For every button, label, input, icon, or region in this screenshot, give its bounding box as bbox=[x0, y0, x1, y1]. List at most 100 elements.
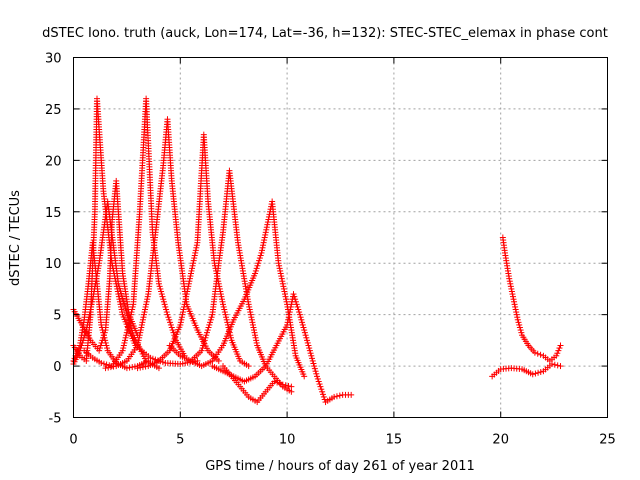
data-point bbox=[178, 314, 185, 321]
data-point bbox=[261, 237, 268, 244]
data-point bbox=[190, 260, 197, 267]
data-point bbox=[276, 380, 283, 387]
data-point bbox=[110, 363, 117, 370]
data-point bbox=[511, 298, 518, 305]
data-point bbox=[285, 316, 292, 323]
data-point bbox=[136, 334, 143, 341]
data-point bbox=[119, 309, 126, 316]
data-point bbox=[280, 285, 287, 292]
data-point bbox=[553, 352, 560, 359]
data-point bbox=[166, 316, 173, 323]
data-point bbox=[114, 285, 121, 292]
data-point bbox=[186, 278, 193, 285]
data-point bbox=[312, 368, 319, 375]
data-point bbox=[249, 321, 256, 328]
data-point bbox=[113, 280, 120, 287]
series-pass-8 bbox=[166, 167, 295, 395]
data-point bbox=[100, 334, 107, 341]
data-point bbox=[124, 324, 131, 331]
data-point bbox=[250, 324, 257, 331]
data-point bbox=[137, 327, 144, 334]
data-point bbox=[292, 298, 299, 305]
data-point bbox=[125, 321, 132, 328]
data-point bbox=[320, 393, 327, 400]
data-point bbox=[181, 303, 188, 310]
data-point bbox=[263, 224, 270, 231]
data-point bbox=[129, 303, 136, 310]
data-point bbox=[103, 361, 110, 368]
data-point bbox=[158, 288, 165, 295]
series-pass-9 bbox=[187, 198, 308, 380]
data-point bbox=[278, 275, 285, 282]
data-point bbox=[178, 316, 185, 323]
data-point bbox=[280, 283, 287, 290]
data-series bbox=[70, 95, 564, 406]
x-tick-label: 10 bbox=[279, 433, 296, 448]
data-point bbox=[124, 327, 131, 334]
data-point bbox=[123, 329, 130, 336]
data-point bbox=[98, 359, 105, 366]
data-point bbox=[304, 337, 311, 344]
data-point bbox=[167, 321, 174, 328]
data-point bbox=[215, 357, 222, 364]
data-point bbox=[202, 334, 209, 341]
data-point bbox=[103, 342, 110, 349]
data-point bbox=[167, 319, 174, 326]
data-point bbox=[128, 309, 135, 316]
data-point bbox=[302, 332, 309, 339]
data-point bbox=[535, 369, 542, 376]
data-point bbox=[223, 314, 230, 321]
data-point bbox=[117, 301, 124, 308]
data-point bbox=[129, 306, 136, 313]
data-point bbox=[556, 345, 563, 352]
data-point bbox=[253, 265, 260, 272]
data-point bbox=[304, 339, 311, 346]
data-point bbox=[220, 301, 227, 308]
data-point bbox=[331, 393, 338, 400]
data-point bbox=[207, 319, 214, 326]
data-point bbox=[509, 291, 516, 298]
data-point bbox=[513, 311, 520, 318]
data-point bbox=[301, 327, 308, 334]
data-point bbox=[294, 303, 301, 310]
data-point bbox=[263, 226, 270, 233]
data-point bbox=[299, 319, 306, 326]
data-point bbox=[139, 316, 146, 323]
data-point bbox=[218, 296, 225, 303]
data-point bbox=[169, 327, 176, 334]
data-point bbox=[206, 321, 213, 328]
data-point bbox=[288, 301, 295, 308]
data-point bbox=[204, 329, 210, 336]
data-point bbox=[100, 360, 107, 367]
data-point bbox=[126, 364, 133, 371]
data-point bbox=[142, 363, 149, 370]
data-point bbox=[177, 321, 184, 328]
data-point bbox=[555, 347, 562, 354]
data-point bbox=[138, 321, 145, 328]
data-point bbox=[306, 347, 313, 354]
data-point bbox=[253, 339, 260, 346]
data-point bbox=[179, 311, 186, 318]
x-tick-label: 5 bbox=[176, 433, 184, 448]
x-tick-label: 25 bbox=[599, 433, 616, 448]
data-point bbox=[227, 334, 234, 341]
data-point bbox=[517, 327, 524, 334]
data-point bbox=[319, 391, 326, 398]
data-point bbox=[119, 347, 126, 354]
data-point bbox=[274, 379, 281, 386]
data-point bbox=[101, 329, 108, 336]
data-point bbox=[333, 393, 340, 400]
data-point bbox=[298, 316, 305, 323]
data-point bbox=[285, 314, 292, 321]
axis-ticks: 0 5 10 15 20 25 -5 0 5 10 15 20 25 30 bbox=[45, 52, 616, 448]
data-point bbox=[516, 324, 523, 331]
data-point bbox=[144, 296, 151, 303]
data-point bbox=[308, 352, 315, 359]
data-point bbox=[192, 249, 199, 256]
data-point bbox=[118, 306, 125, 313]
data-point bbox=[249, 319, 256, 326]
data-point bbox=[126, 316, 133, 323]
data-point bbox=[191, 255, 198, 262]
data-point bbox=[183, 293, 190, 300]
data-point bbox=[201, 337, 208, 344]
